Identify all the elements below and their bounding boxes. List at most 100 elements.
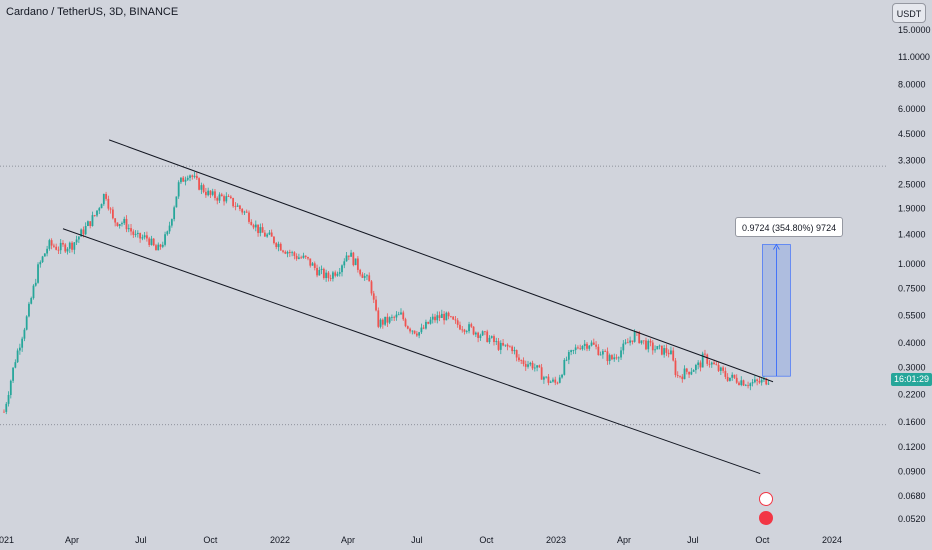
candle-body [511, 346, 514, 352]
candle-body [701, 353, 704, 368]
candle-body [479, 335, 482, 339]
candle-body [359, 269, 362, 275]
candle-body [180, 177, 182, 183]
candle-body [676, 375, 679, 376]
candle-body [463, 329, 466, 332]
candle-body [434, 316, 436, 321]
candle-body [356, 258, 359, 270]
candle-body [595, 344, 597, 347]
trendline [108, 139, 774, 383]
candle-body [406, 326, 409, 329]
candle-body [758, 380, 761, 383]
candle-body [96, 210, 98, 216]
candle-body [581, 346, 584, 350]
y-tick-label: 11.0000 [898, 52, 930, 62]
candle-body [425, 321, 427, 329]
candle-body [295, 255, 298, 259]
candle-body [574, 347, 577, 351]
candle-body [84, 225, 87, 235]
x-tick-label: Apr [617, 535, 631, 545]
candle-body [46, 248, 49, 254]
candle-body [508, 346, 511, 348]
candle-body [309, 258, 312, 266]
candle-body [195, 175, 198, 179]
x-tick-label: Apr [65, 535, 79, 545]
candle-body [186, 177, 189, 180]
candle-body [529, 362, 532, 365]
candle-body [23, 329, 26, 339]
candle-body [386, 316, 389, 323]
candle-body [447, 312, 450, 317]
candle-body [89, 221, 92, 226]
candle-body [293, 252, 296, 256]
candle-body [756, 379, 759, 381]
candle-body [161, 244, 164, 247]
x-tick-label: 2021 [0, 535, 14, 545]
candle-body [404, 319, 407, 327]
candle-body [300, 257, 303, 259]
candle-body [592, 342, 595, 345]
candle-body [91, 215, 94, 226]
candle-body [604, 351, 607, 352]
candle-body [427, 321, 430, 324]
candle-body [282, 250, 284, 252]
candle-body [674, 360, 677, 376]
candle-body [384, 316, 387, 325]
candle-body [706, 354, 709, 364]
candle-body [484, 331, 486, 333]
candle-body [243, 211, 246, 213]
candle-body [288, 251, 291, 253]
candle-body [114, 218, 117, 223]
candle-body [391, 316, 393, 318]
candle-body [708, 363, 711, 365]
candle-body [418, 332, 421, 336]
candle-body [490, 336, 493, 338]
candle-body [749, 383, 752, 387]
currency-unit-button[interactable]: USDT [892, 3, 926, 23]
y-tick-label: 0.0520 [898, 514, 926, 524]
candle-body [252, 225, 255, 228]
candle-body [191, 175, 194, 177]
candle-body [724, 370, 727, 377]
candle-body [640, 340, 643, 344]
candle-body [307, 256, 309, 259]
candle-body [193, 175, 196, 177]
candle-body [82, 229, 85, 235]
x-tick-label: Oct [203, 535, 218, 545]
candle-body [28, 303, 30, 317]
candle-body [80, 229, 83, 237]
candle-body [753, 379, 756, 383]
candle-body [692, 370, 695, 372]
candle-body [298, 257, 300, 259]
candle-body [670, 350, 672, 355]
candle-body [740, 380, 743, 385]
candle-body [393, 316, 396, 318]
candle-body [254, 224, 257, 228]
lightning-bolt-icon[interactable] [759, 492, 773, 506]
candle-body [520, 360, 523, 362]
candle-body [34, 282, 37, 286]
candle-body [275, 243, 278, 248]
candle-body [227, 196, 230, 197]
candle-body [338, 272, 341, 274]
candle-body [268, 232, 271, 235]
candle-body [241, 209, 244, 213]
candle-body [259, 227, 262, 234]
candle-body [284, 251, 287, 254]
y-tick-label: 0.4000 [898, 338, 926, 348]
candle-body [572, 350, 575, 351]
candle-body [291, 252, 293, 254]
us-flag-icon[interactable] [759, 511, 773, 525]
candle-body [123, 218, 126, 224]
candle-body [48, 240, 51, 249]
candle-body [690, 371, 693, 375]
candle-body [55, 246, 58, 250]
candle-body [415, 333, 418, 336]
candle-body [710, 362, 713, 365]
candle-body [352, 252, 355, 266]
candle-body [248, 212, 250, 222]
candle-body [713, 362, 715, 365]
candle-body [109, 208, 112, 210]
y-tick-label: 0.0680 [898, 491, 926, 501]
